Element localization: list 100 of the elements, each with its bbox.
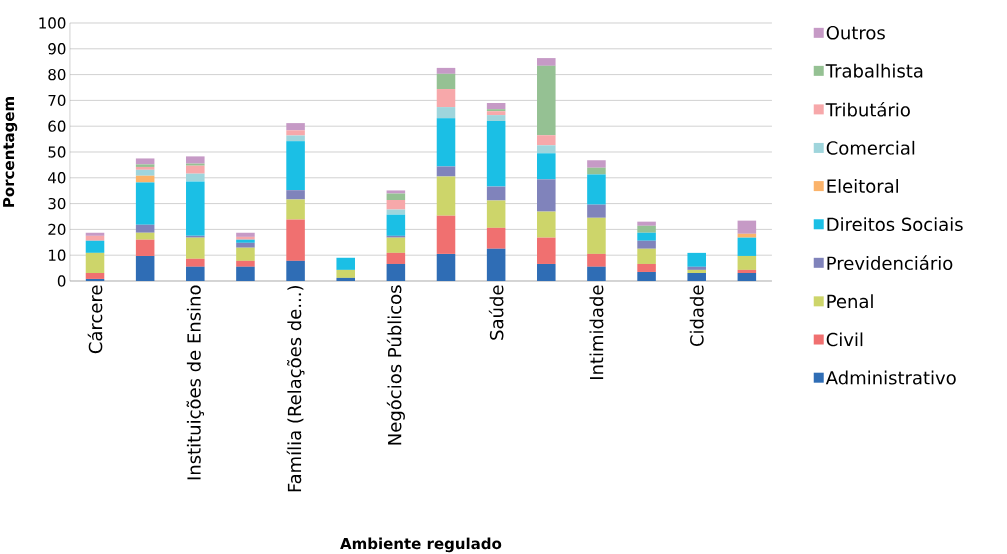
bar: [236, 242, 255, 248]
bar: [236, 247, 255, 261]
bar: [737, 272, 757, 281]
bar: [85, 240, 105, 253]
legend-label: Comercial: [826, 140, 915, 155]
bar: [687, 252, 706, 267]
bar: [737, 237, 757, 256]
bar: [236, 232, 255, 237]
bar: [286, 135, 305, 142]
x-tick-label: Cárcere: [87, 285, 103, 354]
bar: [637, 221, 656, 226]
bar: [537, 179, 556, 212]
bar: [486, 121, 506, 187]
bar: [587, 204, 606, 218]
bar: [587, 167, 606, 175]
bar: [186, 156, 205, 164]
x-tick-label: Cidade: [689, 285, 704, 347]
bar: [737, 269, 757, 273]
bar: [186, 173, 205, 182]
legend-label: Penal: [827, 294, 873, 309]
legend-label: Civil: [826, 332, 863, 347]
x-tick-label: Intimidade: [589, 285, 604, 380]
bar: [286, 130, 305, 136]
bar: [85, 252, 105, 273]
bar: [186, 266, 205, 281]
bar: [85, 278, 105, 281]
bar: [486, 227, 506, 249]
bar: [336, 257, 355, 270]
bar: [436, 215, 456, 254]
bar: [85, 272, 105, 279]
bar: [436, 107, 456, 119]
bar: [737, 255, 757, 270]
legend-label: Administrativo: [825, 370, 956, 385]
bar: [386, 193, 406, 200]
bar: [486, 115, 506, 122]
y-axis-title: Porcentagem: [3, 97, 18, 207]
x-tick-label: Instituições de Ensino: [186, 285, 205, 480]
x-tick-label: Negócios Públicos: [386, 285, 405, 445]
bar: [286, 219, 305, 261]
bar: [436, 118, 456, 167]
bar: [537, 145, 556, 154]
bar: [386, 190, 406, 194]
bar: [386, 199, 406, 210]
bar: [687, 272, 706, 281]
bar: [637, 225, 656, 233]
y-tick-label: 100: [39, 17, 66, 29]
bar: [186, 165, 205, 174]
y-tick-label: 40: [48, 172, 66, 184]
bar: [135, 232, 155, 240]
y-tick-label: 50: [48, 146, 66, 158]
y-tick-label: 0: [57, 275, 66, 287]
bar: [386, 209, 406, 215]
legend-label: Tributário: [825, 101, 910, 117]
bar: [537, 211, 556, 238]
bar: [637, 263, 656, 272]
bar: [637, 240, 656, 249]
bar: [286, 141, 305, 191]
x-tick-label: Saúde: [488, 285, 504, 340]
bar: [537, 263, 556, 281]
bar: [587, 174, 606, 205]
y-tick-label: 30: [48, 197, 66, 210]
bar: [486, 186, 506, 201]
legend-label: Outros: [826, 25, 885, 40]
x-tick-label: Família (Relações de...): [286, 286, 305, 492]
bar: [637, 248, 656, 264]
y-tick-label: 80: [48, 68, 66, 81]
bar: [186, 163, 205, 166]
bar: [486, 102, 506, 110]
bar: [135, 255, 155, 281]
legend-label: Trabalhista: [825, 63, 923, 78]
bar: [135, 239, 155, 256]
bar: [386, 214, 406, 236]
bar: [135, 158, 155, 165]
y-tick-label: 10: [48, 249, 66, 261]
bar: [236, 266, 255, 281]
bar: [85, 232, 105, 236]
bar: [486, 248, 506, 281]
bar: [186, 237, 205, 259]
bar: [436, 73, 456, 90]
bar: [336, 269, 355, 278]
bar: [436, 67, 456, 74]
bar: [436, 166, 456, 177]
bar: [85, 235, 105, 241]
bar: [537, 135, 556, 146]
legend-label: Previdenciário: [827, 255, 953, 271]
bar: [386, 263, 406, 281]
bar: [186, 181, 205, 236]
bar: [436, 253, 456, 281]
bar: [336, 277, 355, 281]
bar: [286, 190, 305, 200]
bar: [737, 220, 757, 234]
legend-label: Eleitoral: [827, 179, 898, 193]
bar: [637, 271, 656, 281]
bar: [637, 232, 656, 241]
bar: [537, 58, 556, 66]
x-axis-title: Ambiente regulado: [340, 537, 502, 553]
bar: [537, 153, 556, 180]
bar: [486, 109, 506, 112]
bar: [236, 260, 255, 267]
bar: [135, 224, 155, 233]
